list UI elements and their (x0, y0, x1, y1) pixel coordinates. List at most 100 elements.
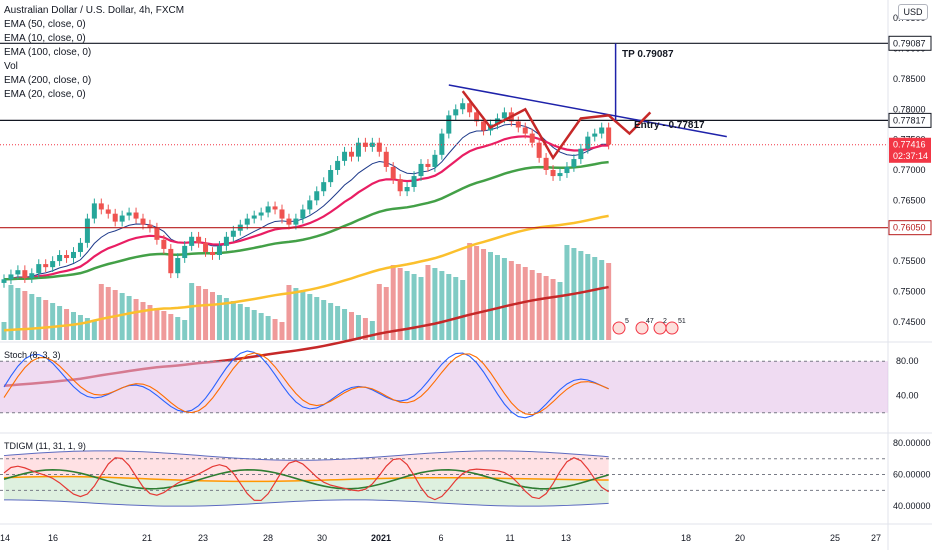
ema-50-line[interactable] (3, 160, 609, 281)
candle-body[interactable] (376, 142, 382, 152)
ema-20-legend[interactable]: EMA (20, close, 0) (4, 89, 86, 100)
candle-body[interactable] (474, 112, 480, 122)
candle-body[interactable] (265, 206, 271, 213)
candle-body[interactable] (216, 245, 222, 255)
candle-body[interactable] (272, 206, 278, 210)
candle-body[interactable] (196, 236, 202, 243)
stoch-d-line[interactable] (3, 352, 609, 416)
candle-body[interactable] (140, 218, 146, 225)
candle-body[interactable] (335, 160, 341, 170)
candle-body[interactable] (251, 215, 257, 219)
candle-body[interactable] (564, 166, 570, 174)
candle-body[interactable] (175, 258, 181, 274)
candle-body[interactable] (300, 209, 306, 219)
candle-body[interactable] (578, 148, 584, 160)
candle-body[interactable] (355, 142, 361, 157)
stoch-k-line[interactable] (3, 350, 609, 419)
candle-body[interactable] (1, 279, 7, 283)
candle-body[interactable] (15, 270, 21, 275)
candle-body[interactable] (119, 215, 125, 222)
candle-body[interactable] (105, 209, 111, 214)
candle-body[interactable] (543, 157, 549, 170)
candle-body[interactable] (182, 245, 188, 259)
symbol-title[interactable]: Australian Dollar / U.S. Dollar, 4h, FXC… (4, 5, 185, 16)
candle-body[interactable] (22, 270, 28, 279)
candle-body[interactable] (223, 236, 229, 246)
candle-body[interactable] (64, 255, 70, 259)
candle-body[interactable] (98, 203, 104, 210)
tdigm-mid-line[interactable] (3, 475, 609, 483)
tdigm-rsi-line[interactable] (3, 457, 609, 502)
candle-body[interactable] (43, 264, 49, 268)
candle-body[interactable] (154, 227, 160, 240)
candle-body[interactable] (606, 127, 612, 145)
ema-200-legend[interactable]: EMA (200, close, 0) (4, 75, 92, 86)
us-flag-icon[interactable] (635, 321, 649, 335)
ema-100-line[interactable] (3, 214, 609, 332)
us-flag-icon[interactable] (665, 321, 679, 335)
candle-body[interactable] (349, 151, 354, 157)
candle-body[interactable] (501, 112, 507, 119)
ema-50-legend[interactable]: EMA (50, close, 0) (4, 19, 86, 30)
us-flag-icon[interactable] (612, 321, 626, 335)
candle-body[interactable] (168, 248, 174, 274)
candle-body[interactable] (432, 154, 438, 167)
tdigm-lower-line[interactable] (3, 499, 609, 507)
candle-body[interactable] (328, 170, 334, 183)
candle-body[interactable] (515, 121, 521, 128)
tdigm-signal-line[interactable] (3, 469, 609, 490)
candle-body[interactable] (210, 251, 215, 255)
candle-body[interactable] (585, 136, 591, 149)
ema-10-legend[interactable]: EMA (10, close, 0) (4, 33, 86, 44)
candle-body[interactable] (571, 159, 577, 167)
candle-body[interactable] (314, 191, 320, 201)
candle-body[interactable] (71, 251, 76, 259)
volume-legend[interactable]: Vol (4, 61, 18, 72)
candle-body[interactable] (50, 261, 56, 268)
candle-body[interactable] (126, 212, 132, 216)
candle-body[interactable] (550, 170, 556, 177)
candle-body[interactable] (425, 163, 431, 167)
candle-body[interactable] (8, 274, 14, 280)
candle-body[interactable] (293, 218, 299, 225)
candle-body[interactable] (404, 187, 410, 192)
candle-body[interactable] (390, 166, 396, 180)
candle-body[interactable] (342, 151, 348, 161)
candle-body[interactable] (592, 133, 598, 137)
candle-body[interactable] (189, 236, 195, 246)
candle-body[interactable] (307, 200, 313, 210)
candle-body[interactable] (147, 224, 153, 228)
candle-body[interactable] (557, 173, 563, 177)
candle-body[interactable] (133, 212, 139, 219)
candle-body[interactable] (161, 239, 167, 249)
candle-body[interactable] (439, 133, 445, 155)
candle-body[interactable] (29, 273, 35, 279)
candle-body[interactable] (258, 212, 264, 216)
candle-body[interactable] (446, 115, 452, 134)
candle-body[interactable] (279, 209, 285, 219)
event-badges[interactable]: 5 47 2 51 (612, 318, 686, 335)
trendline[interactable] (448, 84, 727, 138)
candle-body[interactable] (418, 163, 424, 177)
candle-body[interactable] (362, 142, 368, 147)
candle-body[interactable] (286, 218, 292, 225)
candle-body[interactable] (481, 121, 487, 131)
candle-body[interactable] (203, 242, 209, 252)
candle-body[interactable] (397, 179, 403, 192)
candle-body[interactable] (36, 264, 42, 274)
candle-body[interactable] (84, 218, 90, 243)
candle-body[interactable] (112, 213, 118, 222)
currency-button[interactable]: USD (898, 4, 928, 20)
candle-body[interactable] (77, 242, 83, 252)
pattern-drawing[interactable] (461, 90, 652, 161)
candle-body[interactable] (453, 109, 459, 116)
candle-body[interactable] (460, 103, 466, 110)
candle-body[interactable] (321, 182, 327, 192)
candle-body[interactable] (91, 203, 97, 219)
ema-100-legend[interactable]: EMA (100, close, 0) (4, 47, 92, 58)
candle-body[interactable] (411, 176, 417, 187)
candle-body[interactable] (599, 127, 605, 134)
candle-body[interactable] (536, 142, 542, 158)
candle-body[interactable] (522, 127, 528, 134)
